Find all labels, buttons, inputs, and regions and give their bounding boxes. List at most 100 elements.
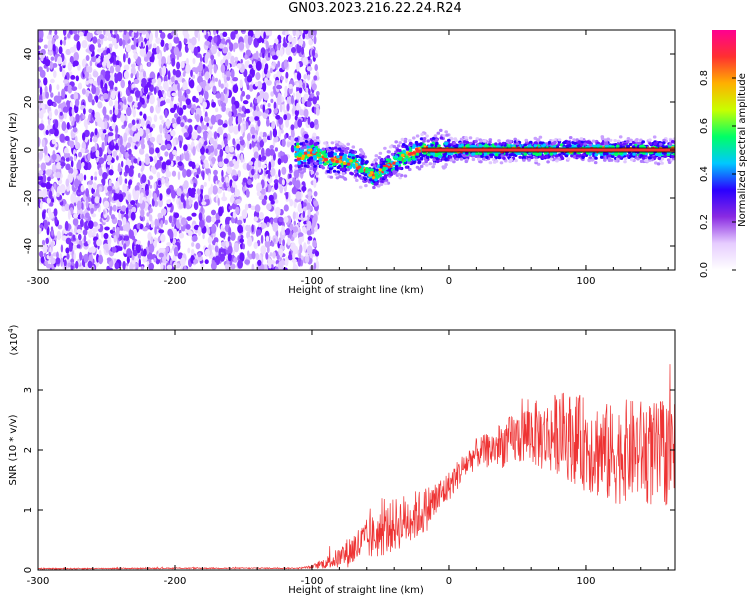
noise-cell bbox=[74, 178, 79, 189]
noise-cell bbox=[75, 75, 80, 82]
signal-cell bbox=[305, 142, 310, 146]
noise-cell bbox=[275, 174, 278, 180]
noise-cell bbox=[89, 203, 95, 210]
signal-cell bbox=[364, 184, 368, 188]
noise-cell bbox=[89, 44, 95, 53]
noise-cell bbox=[103, 36, 108, 42]
noise-cell bbox=[307, 220, 312, 230]
noise-cell bbox=[61, 235, 68, 242]
signal-cell bbox=[428, 162, 433, 166]
noise-cell bbox=[291, 37, 297, 45]
noise-cell bbox=[290, 124, 295, 131]
signal-cell bbox=[374, 154, 379, 158]
noise-cell bbox=[314, 64, 319, 71]
noise-cell bbox=[221, 176, 225, 183]
noise-cell bbox=[43, 245, 48, 251]
noise-cell bbox=[120, 113, 126, 123]
noise-cell bbox=[123, 120, 128, 127]
signal-cell bbox=[497, 139, 501, 143]
noise-cell bbox=[222, 46, 229, 54]
noise-cell bbox=[92, 182, 97, 190]
noise-cell bbox=[211, 209, 216, 216]
noise-cell bbox=[274, 266, 279, 270]
noise-cell bbox=[297, 222, 301, 227]
noise-cell bbox=[227, 236, 231, 243]
noise-cell bbox=[85, 188, 89, 197]
noise-cell bbox=[268, 108, 272, 114]
noise-cell bbox=[207, 227, 210, 235]
noise-cell bbox=[49, 83, 52, 93]
noise-cell bbox=[171, 117, 175, 124]
noise-cell bbox=[268, 194, 274, 202]
noise-cell bbox=[38, 31, 41, 40]
noise-cell bbox=[302, 226, 307, 233]
noise-cell bbox=[225, 176, 229, 183]
noise-cell bbox=[194, 67, 199, 75]
noise-cell bbox=[138, 258, 141, 268]
noise-cell bbox=[129, 263, 134, 270]
noise-cell bbox=[197, 252, 202, 258]
noise-cell bbox=[269, 67, 273, 74]
noise-cell bbox=[158, 252, 164, 258]
noise-cell bbox=[309, 121, 315, 129]
noise-cell bbox=[258, 195, 265, 200]
noise-cell bbox=[45, 237, 49, 245]
noise-cell bbox=[128, 180, 132, 186]
noise-cell bbox=[281, 259, 284, 264]
noise-cell bbox=[208, 244, 212, 250]
noise-cell bbox=[106, 257, 112, 262]
noise-cell bbox=[203, 194, 210, 200]
signal-cell bbox=[471, 157, 476, 162]
noise-cell bbox=[176, 61, 181, 70]
noise-cell bbox=[140, 265, 144, 270]
noise-cell bbox=[128, 80, 131, 86]
noise-cell bbox=[286, 141, 290, 148]
noise-cell bbox=[38, 176, 43, 181]
noise-cell bbox=[288, 250, 292, 257]
signal-cell bbox=[403, 174, 408, 178]
noise-cell bbox=[89, 137, 93, 143]
noise-cell bbox=[46, 66, 49, 73]
noise-cell bbox=[227, 51, 232, 60]
noise-cell bbox=[273, 238, 276, 243]
noise-cell bbox=[103, 232, 109, 240]
noise-cell bbox=[248, 161, 254, 166]
noise-cell bbox=[92, 231, 96, 237]
noise-cell bbox=[257, 259, 262, 266]
noise-cell bbox=[242, 100, 249, 105]
noise-cell bbox=[211, 224, 217, 234]
noise-cell bbox=[233, 162, 240, 170]
noise-cell bbox=[247, 250, 250, 257]
noise-cell bbox=[213, 140, 218, 149]
noise-cell bbox=[163, 80, 169, 91]
noise-cell bbox=[250, 126, 256, 135]
noise-cell bbox=[313, 30, 317, 37]
noise-cell bbox=[80, 185, 85, 193]
noise-cell bbox=[56, 251, 59, 260]
noise-cell bbox=[219, 231, 226, 238]
noise-cell bbox=[116, 71, 123, 82]
noise-cell bbox=[183, 199, 186, 209]
noise-cell bbox=[149, 94, 155, 105]
noise-cell bbox=[94, 117, 101, 122]
noise-cell bbox=[256, 229, 260, 237]
noise-cell bbox=[49, 169, 53, 175]
noise-cell bbox=[119, 235, 123, 241]
noise-cell bbox=[54, 30, 58, 36]
signal-cell bbox=[335, 176, 340, 180]
noise-cell bbox=[257, 119, 261, 127]
noise-cell bbox=[88, 180, 93, 186]
noise-cell bbox=[307, 116, 311, 125]
noise-cell bbox=[272, 128, 278, 138]
noise-cell bbox=[154, 225, 157, 235]
noise-cell bbox=[60, 257, 63, 267]
noise-cell bbox=[98, 167, 103, 177]
noise-cell bbox=[248, 116, 255, 122]
noise-cell bbox=[103, 30, 106, 36]
noise-cell bbox=[254, 81, 259, 87]
noise-cell bbox=[243, 34, 249, 45]
noise-cell bbox=[127, 136, 133, 143]
noise-cell bbox=[155, 37, 162, 44]
noise-cell bbox=[294, 115, 298, 121]
noise-cell bbox=[150, 236, 154, 245]
